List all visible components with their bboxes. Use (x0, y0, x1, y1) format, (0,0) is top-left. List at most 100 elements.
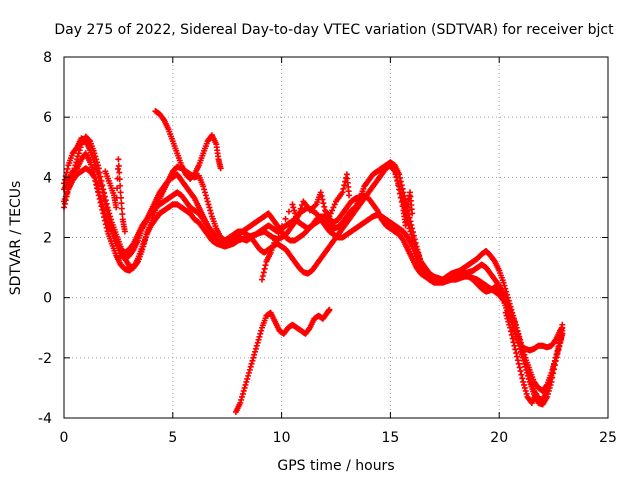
data-point (533, 390, 540, 397)
series-track-2 (61, 150, 566, 408)
data-point (409, 210, 416, 217)
series-segment-e (391, 165, 416, 229)
data-point (553, 351, 560, 358)
data-point (517, 336, 524, 343)
data-point (205, 201, 212, 208)
x-tick-label: 20 (490, 430, 508, 446)
data-point (321, 203, 328, 210)
data-point (121, 228, 128, 235)
data-point (106, 216, 113, 223)
data-point (64, 165, 71, 172)
data-point (289, 201, 296, 208)
data-point (524, 372, 531, 379)
data-point (74, 153, 81, 160)
data-point (118, 205, 125, 212)
data-point (202, 189, 209, 196)
data-point (97, 199, 104, 206)
data-point (514, 357, 521, 364)
data-point (521, 351, 528, 358)
data-point (94, 171, 101, 178)
data-point (115, 162, 122, 169)
axis-ticks: 0 5 10 15 20 25 -4 -2 0 2 4 6 8 (38, 50, 617, 446)
data-point (200, 183, 207, 190)
data-point (275, 230, 282, 237)
data-point (520, 348, 527, 355)
data-point (502, 309, 509, 316)
data-point (95, 192, 102, 199)
y-tick-label: -2 (38, 351, 52, 367)
data-point (516, 364, 523, 371)
data-point (257, 330, 264, 337)
data-point (96, 177, 103, 184)
data-point (94, 185, 101, 192)
y-tick-label: 0 (43, 291, 52, 307)
data-point (102, 221, 109, 228)
data-point (117, 182, 124, 189)
data-point (207, 207, 214, 214)
x-tick-label: 15 (381, 430, 399, 446)
data-marks (61, 108, 566, 415)
data-point (282, 215, 289, 222)
y-tick-label: 2 (43, 231, 52, 247)
data-point (103, 206, 110, 213)
data-point (100, 189, 107, 196)
data-point (513, 350, 520, 357)
data-point (504, 315, 511, 322)
data-point (551, 357, 558, 364)
data-point (245, 372, 252, 379)
data-point (295, 212, 302, 219)
data-point (512, 346, 519, 353)
data-point (521, 381, 528, 388)
data-point (94, 168, 101, 175)
data-point (397, 194, 404, 201)
data-point (259, 276, 266, 283)
data-point (509, 335, 516, 342)
data-point (317, 189, 324, 196)
data-point (513, 324, 520, 331)
data-point (242, 381, 249, 388)
data-point (119, 211, 126, 218)
data-point (398, 199, 405, 206)
data-point (252, 348, 259, 355)
data-point (523, 390, 530, 397)
data-point (101, 193, 108, 200)
y-tick-label: 8 (43, 50, 52, 66)
data-point (105, 213, 112, 220)
series-segment-c (102, 156, 128, 235)
data-point (208, 210, 215, 217)
data-point (394, 177, 401, 184)
x-tick-label: 25 (599, 430, 617, 446)
data-point (103, 224, 110, 231)
data-point (297, 205, 304, 212)
data-point (517, 368, 524, 375)
data-point (260, 269, 267, 276)
data-point (239, 390, 246, 397)
data-point (327, 210, 334, 217)
data-point (97, 180, 104, 187)
data-point (508, 331, 515, 338)
data-point (253, 342, 260, 349)
data-point (396, 190, 403, 197)
data-point (255, 336, 262, 343)
data-point (104, 210, 111, 217)
data-point (202, 192, 209, 199)
data-point (201, 186, 208, 193)
data-point (291, 207, 298, 214)
data-point (516, 333, 523, 340)
data-point (241, 384, 248, 391)
data-point (330, 204, 337, 211)
data-point (116, 176, 123, 183)
data-point (331, 201, 338, 208)
data-point (92, 162, 99, 169)
data-point (319, 196, 326, 203)
data-point (272, 237, 279, 244)
data-point (511, 342, 518, 349)
data-point (293, 216, 300, 223)
data-point (238, 393, 245, 400)
data-point (249, 357, 256, 364)
data-point (515, 360, 522, 367)
data-point (399, 203, 406, 210)
data-point (326, 306, 333, 313)
data-point (549, 366, 556, 373)
data-point (518, 371, 525, 378)
